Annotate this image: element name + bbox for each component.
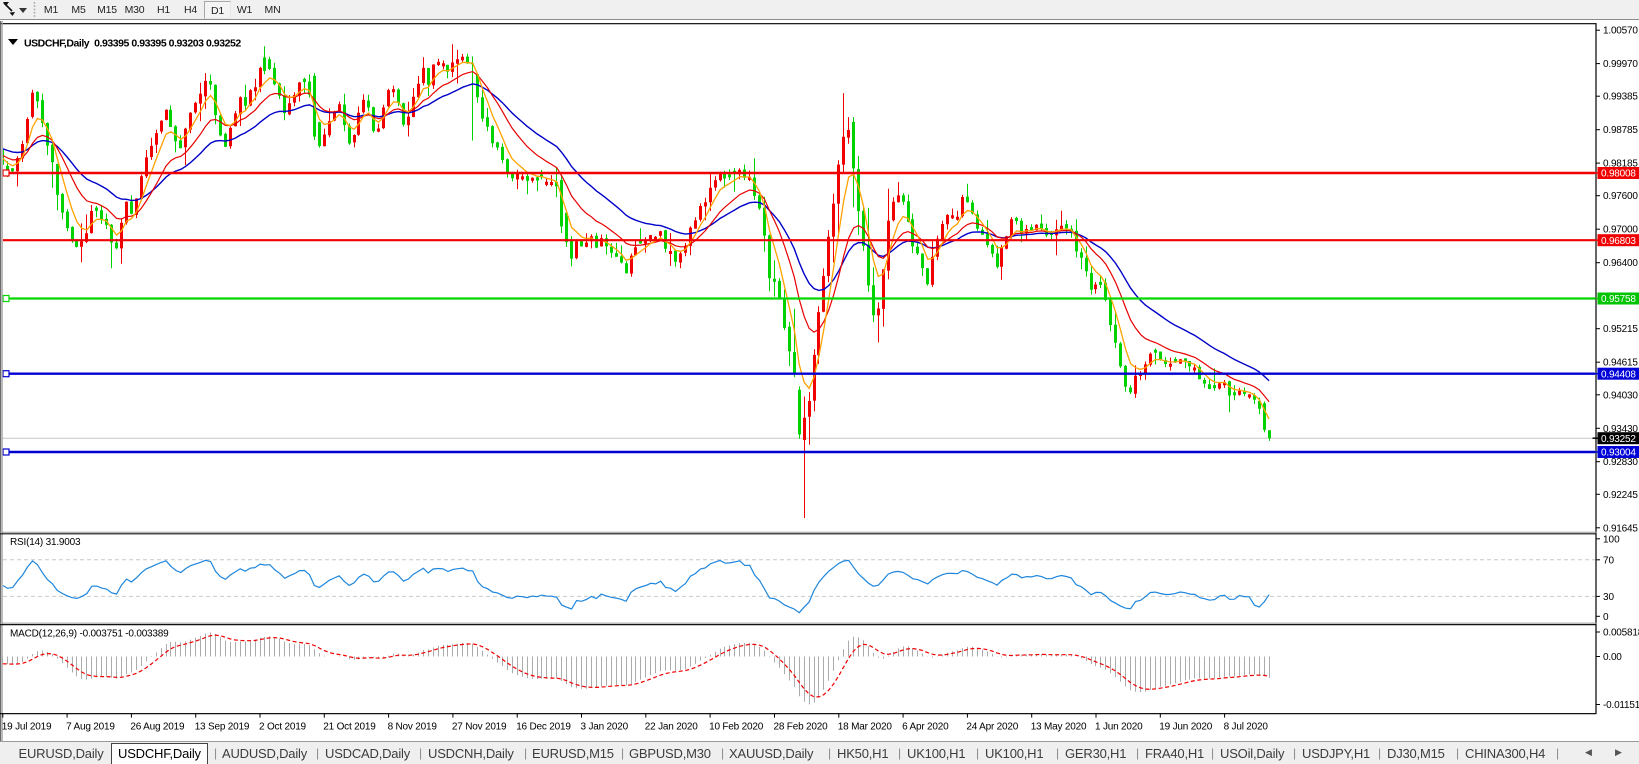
svg-text:7 Aug 2019: 7 Aug 2019 xyxy=(66,722,115,733)
svg-text:0.005818: 0.005818 xyxy=(1603,628,1639,639)
svg-text:0.93430: 0.93430 xyxy=(1603,424,1638,435)
svg-text:8 Nov 2019: 8 Nov 2019 xyxy=(388,722,438,733)
svg-text:6 Apr 2020: 6 Apr 2020 xyxy=(902,722,949,733)
svg-text:21 Oct 2019: 21 Oct 2019 xyxy=(323,722,376,733)
svg-text:0.98008: 0.98008 xyxy=(1601,169,1636,180)
svg-text:24 Apr 2020: 24 Apr 2020 xyxy=(966,722,1018,733)
svg-text:0.96803: 0.96803 xyxy=(1601,236,1636,247)
svg-text:26 Aug 2019: 26 Aug 2019 xyxy=(130,722,185,733)
svg-text:100: 100 xyxy=(1603,534,1620,545)
svg-text:0.94615: 0.94615 xyxy=(1603,358,1638,369)
svg-text:MACD(12,26,9) -0.003751 -0.003: MACD(12,26,9) -0.003751 -0.003389 xyxy=(10,629,169,640)
svg-text:RSI(14) 31.9003: RSI(14) 31.9003 xyxy=(10,537,81,548)
svg-text:0.91645: 0.91645 xyxy=(1603,523,1638,534)
svg-text:18 Mar 2020: 18 Mar 2020 xyxy=(838,722,893,733)
svg-text:0.95215: 0.95215 xyxy=(1603,324,1638,335)
svg-text:2 Oct 2019: 2 Oct 2019 xyxy=(259,722,307,733)
svg-text:-0.011514: -0.011514 xyxy=(1603,700,1639,711)
svg-text:0.97000: 0.97000 xyxy=(1603,225,1638,236)
svg-text:0.95758: 0.95758 xyxy=(1601,294,1636,305)
svg-text:10 Feb 2020: 10 Feb 2020 xyxy=(709,722,764,733)
svg-text:13 Sep 2019: 13 Sep 2019 xyxy=(195,722,250,733)
svg-text:28 Feb 2020: 28 Feb 2020 xyxy=(774,722,829,733)
svg-text:0.96400: 0.96400 xyxy=(1603,258,1638,269)
svg-text:1 Jun 2020: 1 Jun 2020 xyxy=(1095,722,1143,733)
svg-text:27 Nov 2019: 27 Nov 2019 xyxy=(452,722,507,733)
svg-text:16 Dec 2019: 16 Dec 2019 xyxy=(516,722,571,733)
svg-text:0.99970: 0.99970 xyxy=(1603,59,1638,70)
svg-text:1.00570: 1.00570 xyxy=(1603,26,1638,37)
svg-text:0.94408: 0.94408 xyxy=(1601,369,1636,380)
svg-text:0.92245: 0.92245 xyxy=(1603,490,1638,501)
svg-text:70: 70 xyxy=(1603,555,1615,566)
svg-text:13 May 2020: 13 May 2020 xyxy=(1031,722,1087,733)
svg-text:0.93004: 0.93004 xyxy=(1601,448,1636,459)
svg-text:8 Jul 2020: 8 Jul 2020 xyxy=(1224,722,1269,733)
svg-text:0.98185: 0.98185 xyxy=(1603,159,1638,170)
svg-text:0: 0 xyxy=(1603,612,1609,623)
svg-text:0.99385: 0.99385 xyxy=(1603,92,1638,103)
svg-text:0.98785: 0.98785 xyxy=(1603,125,1638,136)
svg-text:USDCHF,Daily 0.93395 0.93395: USDCHF,Daily 0.93395 0.93395 0.93203 0.9… xyxy=(24,38,241,50)
svg-text:3 Jan 2020: 3 Jan 2020 xyxy=(581,722,629,733)
svg-text:0.97600: 0.97600 xyxy=(1603,191,1638,202)
svg-text:0.93252: 0.93252 xyxy=(1601,434,1636,445)
svg-text:30: 30 xyxy=(1603,592,1615,603)
svg-text:22 Jan 2020: 22 Jan 2020 xyxy=(645,722,698,733)
svg-text:0.00: 0.00 xyxy=(1603,652,1622,663)
svg-text:19 Jul 2019: 19 Jul 2019 xyxy=(2,722,52,733)
svg-text:19 Jun 2020: 19 Jun 2020 xyxy=(1159,722,1212,733)
svg-text:0.92830: 0.92830 xyxy=(1603,457,1638,468)
svg-text:0.94030: 0.94030 xyxy=(1603,390,1638,401)
